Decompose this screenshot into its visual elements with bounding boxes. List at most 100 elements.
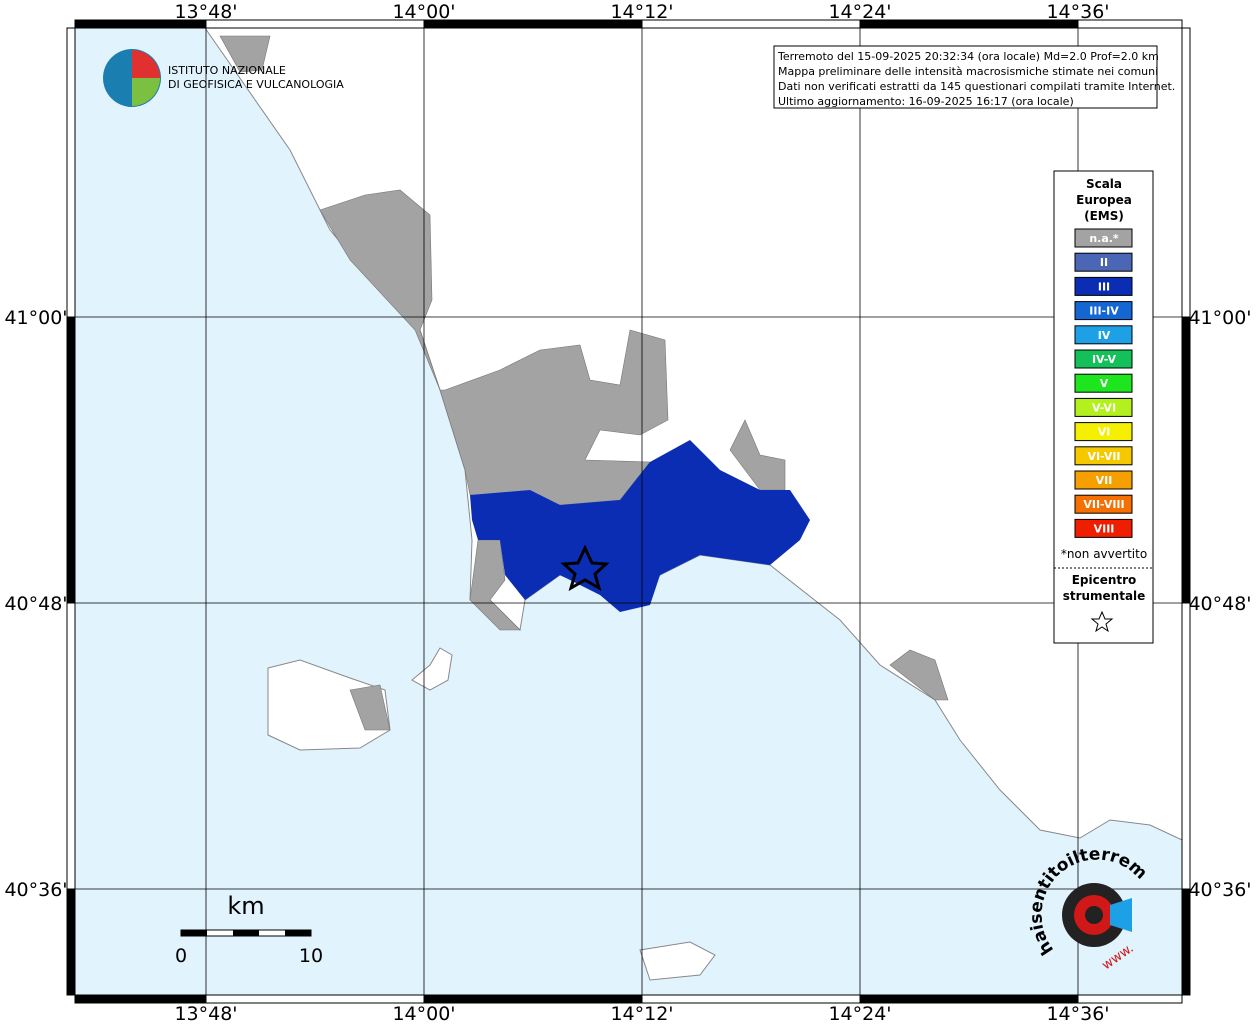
legend-title: Scala [1086,177,1122,191]
lon-label: 14°00' [392,1003,455,1024]
grey-areas [219,35,949,731]
institute-name: DI GEOFISICA E VULCANOLOGIA [168,78,344,91]
legend-swatch [1074,325,1133,345]
scale-bar: km 0 10 [175,892,323,967]
legend-label: III-IV [1089,305,1119,318]
info-line: Ultimo aggiornamento: 16-09-2025 16:17 (… [778,95,1074,108]
info-line: Terremoto del 15-09-2025 20:32:34 (ora l… [777,50,1159,63]
legend-label: IV-V [1092,353,1117,366]
epicenter-star [560,544,610,592]
legend-swatch [1074,373,1133,393]
area-na [469,539,521,631]
frame-band [1181,316,1191,604]
lon-label: 14°00' [392,1,455,23]
legend-swatch [1074,397,1133,417]
frame-band [74,994,207,1004]
legend-swatch [1074,422,1133,442]
info-box: Terremoto del 15-09-2025 20:32:34 (ora l… [773,45,1175,109]
frame-band [423,994,643,1004]
logo-segment [132,78,160,106]
info-line: Dati non verificati estratti da 145 ques… [778,80,1175,93]
capri [639,941,716,981]
legend-swatch [1074,518,1133,538]
frame-band [1077,19,1183,29]
frame-band [641,19,861,29]
frame-band [1181,27,1191,318]
info-line: Mappa preliminare delle intensità macros… [778,65,1158,78]
lat-label: 41°00' [4,307,67,329]
area-na [219,35,271,73]
frame-band [74,19,207,29]
legend-epicenter: strumentale [1063,589,1146,603]
legend-label: VIII [1094,522,1115,535]
frame-band [66,602,76,890]
intensity-III-area [470,440,810,612]
legend-swatch [1074,301,1133,321]
logo-speaker [1110,898,1132,932]
legend-label: VI-VII [1087,450,1120,463]
info-box-frame [773,45,1158,109]
scale-segment [285,930,311,936]
logo-segment [132,50,160,78]
legend-swatch [1074,276,1133,296]
frame-band [205,994,425,1004]
legend-label: VII-VIII [1083,498,1124,511]
frame-band [859,19,1079,29]
frame-band [66,316,76,604]
frame: 13°48' 13°48' 14°00' 14°00' 14°12' 14°12' 14°2… [4,1,1251,1025]
lon-label: 14°24' [828,1,891,23]
lon-label: 13°48' [174,1003,237,1024]
lat-label: 41°00' [1188,307,1251,329]
lon-label: 14°12' [610,1003,673,1024]
scale-segment [181,930,207,936]
legend: ScalaEuropea(EMS)n.a.*IIIIIIII-IVIVIV-VV… [1053,170,1154,644]
legend-swatch [1074,446,1133,466]
procida [411,647,453,691]
frame-band [66,888,76,996]
legend-swatch [1074,470,1133,490]
frame-band [66,27,76,318]
legend-note: *non avvertito [1061,547,1147,561]
lat-label: 40°48' [4,593,67,615]
legend-label: III [1098,280,1110,293]
frame-band [641,994,861,1004]
legend-epicenter: Epicentro [1072,573,1137,587]
scale-label: 10 [299,945,323,967]
frame-band [423,19,643,29]
legend-label: V [1100,377,1109,390]
legend-label: II [1100,256,1108,269]
area-na [349,684,391,731]
legend-swatch [1074,252,1133,272]
lat-label: 40°36' [4,879,67,901]
scale-segment [233,930,259,936]
lat-label: 40°48' [1188,593,1251,615]
logo-circle [1085,906,1103,924]
lat-label: 40°36' [1188,879,1251,901]
legend-star [1090,610,1114,633]
frame-band [1077,994,1183,1004]
legend-swatch [1074,494,1133,514]
frame-band [859,994,1079,1004]
lon-label: 14°24' [828,1003,891,1024]
lon-label: 14°12' [610,1,673,23]
scale-unit: km [227,892,264,920]
legend-label: VII [1096,474,1113,487]
legend-label: V-VI [1092,401,1116,414]
legend-swatch [1074,228,1133,248]
legend-swatch [1074,349,1133,369]
ingv-logo: ISTITUTO NAZIONALE DI GEOFISICA E VULCAN… [103,49,344,107]
lon-label: 13°48' [174,1,237,23]
legend-label: VI [1098,426,1111,439]
legend-label: IV [1098,329,1111,342]
legend-title: Europea [1076,193,1132,207]
institute-name: ISTITUTO NAZIONALE [168,64,286,77]
legend-title: (EMS) [1084,209,1124,223]
legend-label: n.a.* [1089,232,1119,245]
frame-band [205,19,425,29]
lon-label: 14°36' [1046,1003,1109,1024]
lon-label: 14°36' [1046,1,1109,23]
frame-band [1181,888,1191,996]
frame-band [1181,602,1191,890]
area-na [889,649,949,701]
